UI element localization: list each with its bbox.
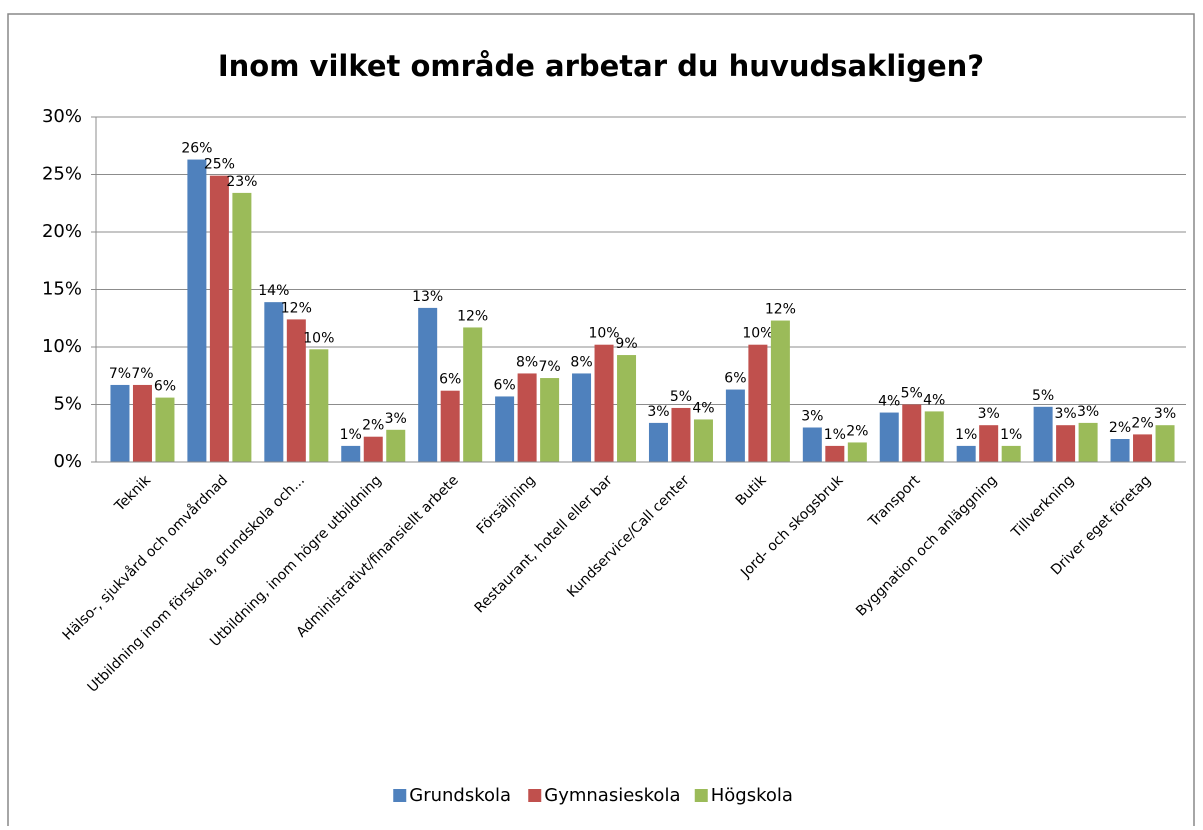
value-label: 8%: [570, 354, 592, 370]
value-label: 9%: [615, 336, 637, 352]
value-label: 6%: [724, 371, 746, 387]
value-label: 4%: [923, 392, 945, 408]
bar: [802, 427, 822, 462]
bar: [341, 445, 361, 462]
value-label: 3%: [647, 404, 669, 420]
legend-label: Gymnasieskola: [544, 785, 680, 806]
bar: [110, 384, 130, 462]
bar: [770, 320, 790, 462]
y-tick-label: 20%: [42, 221, 82, 242]
bar: [1001, 445, 1021, 462]
bar: [902, 404, 922, 462]
bar: [1033, 406, 1053, 462]
value-label: 2%: [362, 418, 384, 434]
bar: [956, 445, 976, 462]
bar: [132, 384, 152, 462]
bar: [155, 397, 175, 462]
bar: [979, 425, 999, 462]
value-label: 10%: [588, 326, 619, 342]
bar: [648, 422, 668, 462]
bar: [572, 373, 592, 462]
value-label: 3%: [801, 409, 823, 425]
value-label: 4%: [692, 400, 714, 416]
bar: [1133, 434, 1153, 462]
value-label: 6%: [439, 372, 461, 388]
bar: [540, 378, 560, 462]
value-label: 13%: [412, 289, 443, 305]
value-label: 6%: [493, 377, 515, 393]
value-label: 3%: [1154, 406, 1176, 422]
value-label: 7%: [131, 366, 153, 382]
bar: [1110, 439, 1130, 462]
bar: [517, 373, 537, 462]
y-tick-label: 30%: [42, 106, 82, 127]
bar: [879, 412, 899, 462]
value-label: 5%: [901, 386, 923, 402]
bar: [286, 319, 306, 462]
value-label: 23%: [226, 174, 257, 190]
y-tick-label: 25%: [42, 164, 82, 185]
bar: [232, 192, 252, 462]
bar: [463, 327, 483, 462]
bar: [671, 407, 691, 462]
value-label: 25%: [204, 157, 235, 173]
legend-label: Grundskola: [409, 785, 511, 806]
value-label: 5%: [670, 389, 692, 405]
legend-swatch: [694, 789, 708, 802]
bar: [924, 411, 944, 462]
value-label: 1%: [955, 427, 977, 443]
bar: [594, 344, 614, 462]
chart-title: Inom vilket område arbetar du huvudsakli…: [218, 49, 984, 83]
bar: [209, 175, 229, 462]
value-label: 3%: [385, 411, 407, 427]
value-label: 5%: [1032, 388, 1054, 404]
bar: [309, 349, 329, 462]
value-label: 10%: [742, 326, 773, 342]
value-label: 12%: [457, 308, 488, 324]
bar: [1078, 422, 1098, 462]
bar: [617, 355, 637, 462]
value-label: 1%: [824, 427, 846, 443]
bar: [1155, 425, 1175, 462]
y-tick-label: 10%: [42, 336, 82, 357]
value-label: 12%: [281, 300, 312, 316]
legend-swatch: [528, 789, 542, 802]
bar: [363, 436, 383, 462]
value-label: 7%: [109, 366, 131, 382]
value-label: 7%: [538, 359, 560, 375]
value-label: 8%: [516, 354, 538, 370]
bar: [187, 159, 207, 463]
value-label: 2%: [1109, 420, 1131, 436]
value-label: 3%: [1077, 404, 1099, 420]
legend-label: Högskola: [711, 785, 793, 806]
value-label: 1%: [1000, 427, 1022, 443]
value-label: 4%: [878, 394, 900, 410]
value-label: 26%: [181, 141, 212, 157]
value-label: 3%: [978, 406, 1000, 422]
value-label: 10%: [303, 330, 334, 346]
value-label: 2%: [846, 423, 868, 439]
bar: [386, 429, 406, 462]
bar: [825, 445, 845, 462]
value-label: 3%: [1054, 406, 1076, 422]
bar: [1056, 425, 1076, 462]
bar: [748, 344, 768, 462]
bar: [693, 419, 713, 462]
bar: [495, 396, 515, 462]
bar: [418, 307, 438, 462]
value-label: 6%: [154, 379, 176, 395]
value-label: 14%: [258, 283, 289, 299]
y-tick-label: 0%: [53, 451, 82, 472]
legend-swatch: [393, 789, 407, 802]
value-label: 2%: [1131, 415, 1153, 431]
bar: [264, 302, 284, 462]
value-label: 12%: [765, 302, 796, 318]
bar: [847, 442, 867, 462]
bar: [725, 389, 745, 462]
y-tick-label: 5%: [53, 394, 82, 415]
y-tick-label: 15%: [42, 279, 82, 300]
value-label: 1%: [340, 427, 362, 443]
bar: [440, 390, 460, 462]
